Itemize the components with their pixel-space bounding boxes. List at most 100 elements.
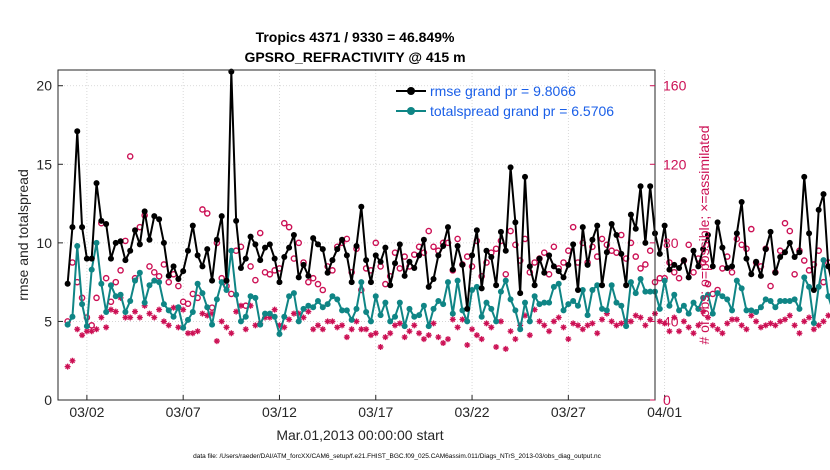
obs-assimilated-point xyxy=(396,320,403,327)
totalspread-point xyxy=(353,305,360,312)
rmse-point xyxy=(310,235,317,242)
y-right-tick-label: 160 xyxy=(663,78,687,94)
obs-possible-point xyxy=(309,274,317,282)
totalspread-point xyxy=(603,307,610,314)
obs-assimilated-point xyxy=(266,314,273,321)
obs-assimilated-point xyxy=(522,312,529,319)
totalspread-point xyxy=(69,313,76,320)
obs-assimilated-point xyxy=(233,308,240,315)
rmse-point xyxy=(189,222,196,229)
rmse-point xyxy=(599,282,606,289)
obs-assimilated-point xyxy=(820,318,827,325)
obs-assimilated-point xyxy=(170,304,177,311)
rmse-point xyxy=(382,244,389,251)
rmse-point xyxy=(565,261,572,268)
rmse-point xyxy=(642,239,649,246)
obs-possible-point xyxy=(805,267,813,274)
obs-assimilated-point xyxy=(695,322,702,329)
x-tick-label: 04/01 xyxy=(647,404,682,420)
totalspread-point xyxy=(729,307,736,314)
rmse-point xyxy=(661,222,668,229)
totalspread-point xyxy=(367,318,374,325)
rmse-point xyxy=(103,221,110,227)
rmse-point xyxy=(507,164,514,171)
totalspread-point xyxy=(247,293,254,300)
rmse-point xyxy=(806,230,813,237)
obs-assimilated-point xyxy=(334,324,341,331)
obs-assimilated-point xyxy=(127,314,134,321)
totalspread-point xyxy=(319,304,326,311)
obs-possible-point xyxy=(632,253,640,260)
obs-assimilated-point xyxy=(671,314,678,321)
rmse-point xyxy=(420,236,427,243)
obs-possible-point xyxy=(738,241,745,249)
obs-possible-point xyxy=(69,259,76,266)
rmse-point xyxy=(233,217,240,224)
rmse-point xyxy=(512,219,519,226)
obs-assimilated-point xyxy=(425,332,432,339)
obs-assimilated-point xyxy=(772,322,779,329)
obs-possible-point xyxy=(502,270,510,278)
obs-assimilated-point xyxy=(555,314,562,321)
rmse-point xyxy=(79,224,86,231)
rmse-point xyxy=(541,269,548,276)
rmse-point xyxy=(454,243,461,249)
totalspread-point xyxy=(257,321,264,328)
obs-possible-point xyxy=(165,278,173,286)
obs-possible-point xyxy=(117,267,124,274)
rmse-point xyxy=(825,263,830,270)
totalspread-point xyxy=(637,276,644,282)
y-right-tick-label: 80 xyxy=(663,235,679,251)
rmse-point xyxy=(377,258,384,265)
totalspread-point xyxy=(502,277,509,284)
obs-assimilated-point xyxy=(319,326,326,333)
totalspread-point xyxy=(810,320,817,326)
rmse-point xyxy=(165,272,172,279)
obs-possible-point xyxy=(781,219,789,227)
rmse-point xyxy=(83,255,90,262)
rmse-point xyxy=(594,222,601,229)
rmse-point xyxy=(74,128,81,135)
rmse-point xyxy=(517,290,524,297)
rmse-point xyxy=(676,265,683,271)
rmse-point xyxy=(704,232,711,238)
rmse-point xyxy=(632,225,639,232)
totalspread-point xyxy=(469,287,476,293)
obs-assimilated-point xyxy=(459,316,466,323)
totalspread-point xyxy=(685,310,692,317)
obs-possible-point xyxy=(329,267,336,274)
obs-possible-point xyxy=(256,229,264,237)
totalspread-point xyxy=(430,305,437,312)
rmse-point xyxy=(132,227,139,234)
totalspread-point xyxy=(252,294,259,301)
rmse-point xyxy=(796,249,803,256)
x-axis: 03/02 03/07 03/12 03/17 03/22 03/27 04/01 xyxy=(69,395,682,420)
totalspread-point xyxy=(420,302,427,309)
obs-possible-point xyxy=(492,245,500,253)
rmse-point xyxy=(623,282,630,289)
totalspread-point xyxy=(570,298,577,304)
obs-assimilated-point xyxy=(213,338,220,345)
totalspread-point xyxy=(493,318,500,325)
obs-assimilated-point xyxy=(796,330,803,337)
obs-assimilated-point xyxy=(237,302,244,309)
rmse-point xyxy=(550,263,557,270)
totalspread-point xyxy=(666,302,673,309)
obs-possible-point xyxy=(685,241,693,249)
obs-assimilated-point xyxy=(488,324,495,331)
obs-possible-point xyxy=(285,223,293,231)
totalspread-point xyxy=(175,304,182,311)
rmse-point xyxy=(281,254,288,260)
obs-assimilated-point xyxy=(729,316,736,323)
totalspread-point xyxy=(290,290,297,297)
y-left-tick-label: 0 xyxy=(44,392,52,408)
rmse-point xyxy=(358,203,365,210)
totalspread-series xyxy=(64,239,830,337)
rmse-point xyxy=(522,173,529,180)
totalspread-point xyxy=(517,326,524,333)
obs-assimilated-point xyxy=(777,318,784,325)
obs-assimilated-point xyxy=(348,326,355,333)
obs-possible-point xyxy=(160,261,168,268)
totalspread-point xyxy=(589,287,596,293)
obs-possible-point xyxy=(699,259,707,266)
